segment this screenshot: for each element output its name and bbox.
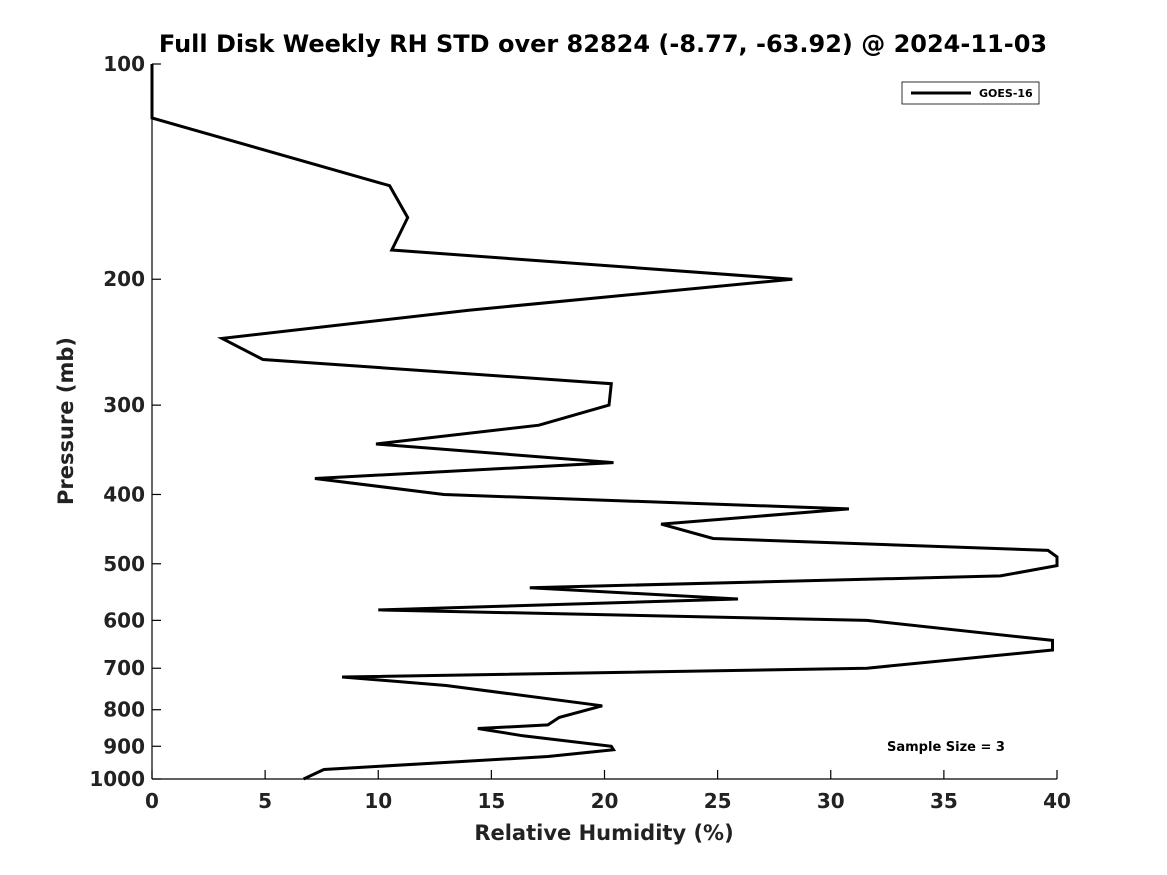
x-tick-label: 5 <box>258 789 272 813</box>
y-axis-label: Pressure (mb) <box>54 337 78 505</box>
y-tick-label: 200 <box>103 267 145 291</box>
y-tick-label: 1000 <box>89 767 145 791</box>
x-tick-label: 40 <box>1043 789 1071 813</box>
x-tick-label: 20 <box>591 789 619 813</box>
y-tick-label: 800 <box>103 698 145 722</box>
legend: GOES-16 <box>901 81 1040 105</box>
legend-label-goes-16: GOES-16 <box>979 87 1033 100</box>
x-tick-label: 35 <box>930 789 958 813</box>
x-axis-label: Relative Humidity (%) <box>474 821 733 845</box>
y-tick-label: 400 <box>103 482 145 506</box>
y-tick-label: 600 <box>103 608 145 632</box>
x-tick-label: 0 <box>145 789 159 813</box>
x-tick-label: 25 <box>704 789 732 813</box>
x-tick-label: 30 <box>817 789 845 813</box>
y-tick-label: 100 <box>103 52 145 76</box>
x-axis-ticks: 0 5 10 15 20 25 30 35 40 <box>145 770 1071 813</box>
chart-title: Full Disk Weekly RH STD over 82824 (-8.7… <box>159 30 1047 58</box>
goes-16-series-line <box>150 64 1059 781</box>
y-tick-label: 700 <box>103 656 145 680</box>
y-tick-label: 900 <box>103 734 145 758</box>
y-tick-label: 500 <box>103 552 145 576</box>
x-tick-label: 10 <box>364 789 392 813</box>
y-tick-label: 300 <box>103 393 145 417</box>
x-tick-label: 15 <box>477 789 505 813</box>
sample-size-annotation: Sample Size = 3 <box>887 740 1005 755</box>
y-axis-ticks: 100 200 300 400 500 600 700 800 900 1000 <box>89 52 161 791</box>
